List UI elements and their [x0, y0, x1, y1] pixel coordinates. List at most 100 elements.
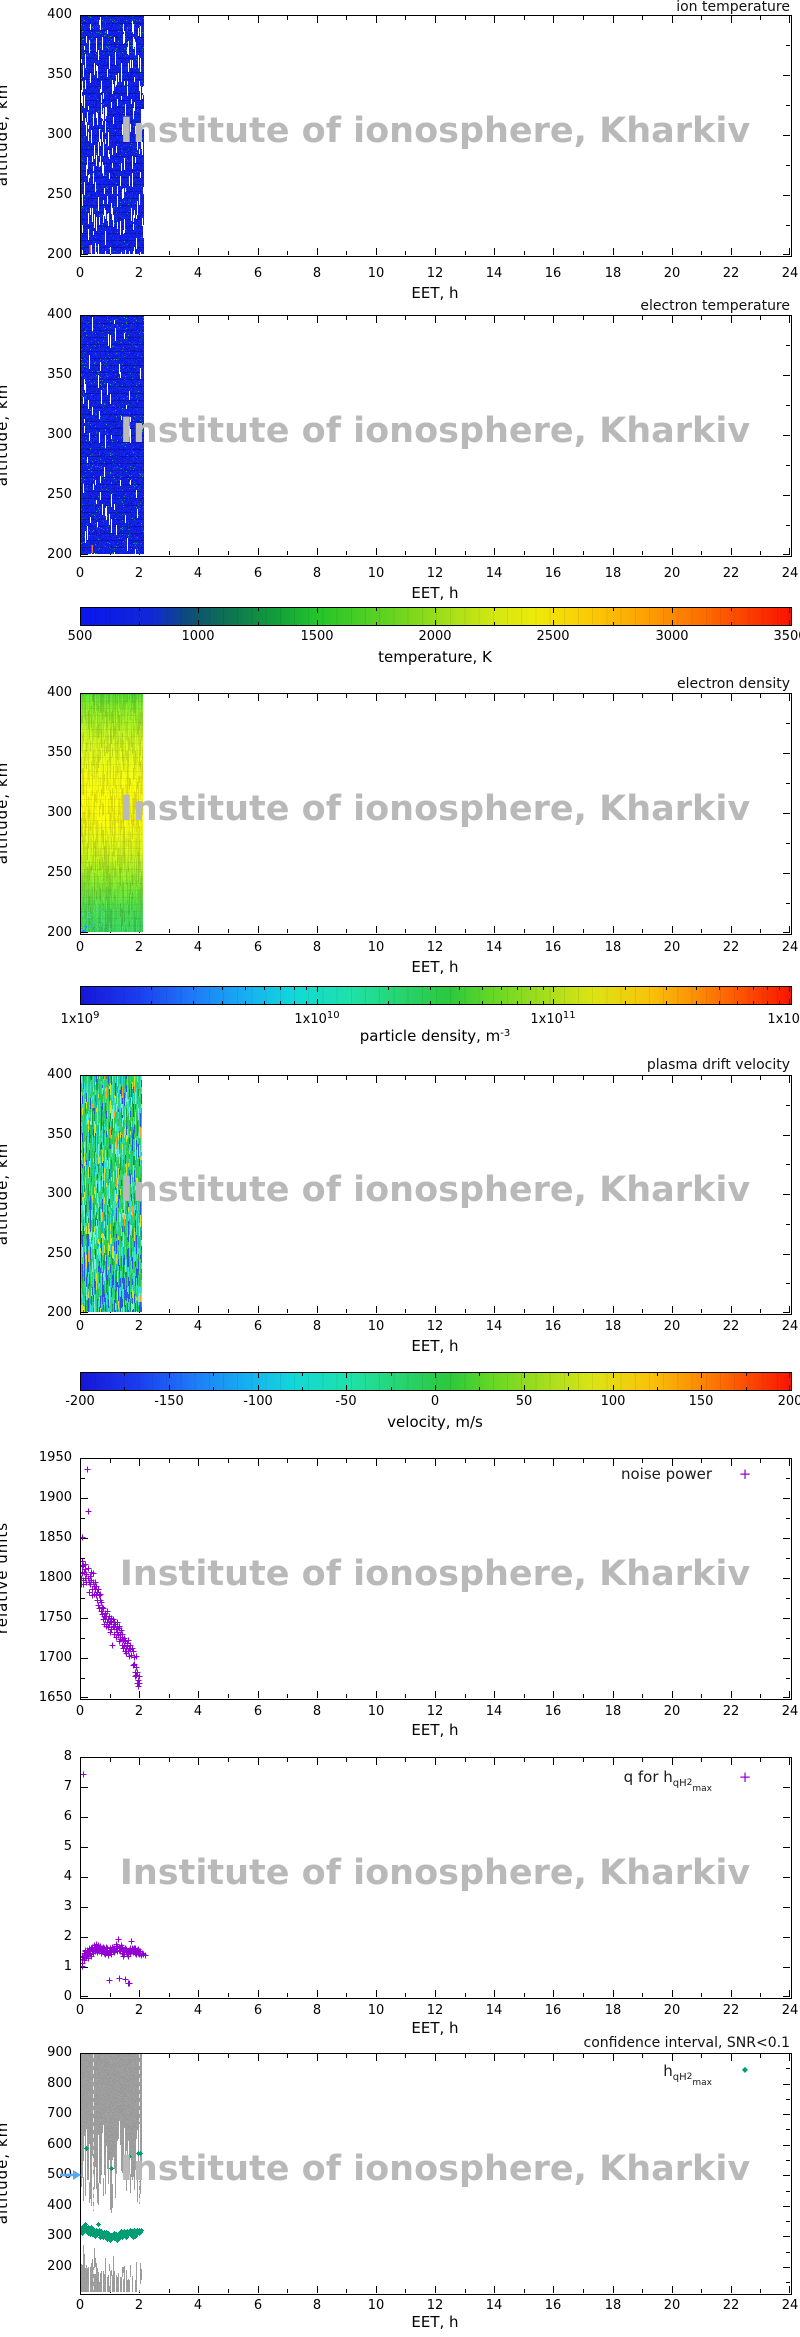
x-tick-label: 24 [781, 1704, 799, 1719]
colorbar-minor-tick-top [479, 1373, 480, 1376]
y-major-tick-left [81, 1996, 88, 1997]
plot-box [80, 693, 792, 935]
x-major-tick-bottom [789, 548, 790, 555]
colorbar-minor-tick-top [625, 987, 626, 990]
y-major-tick-right [783, 1194, 790, 1195]
colorbar-minor-tick-bottom [124, 1387, 125, 1390]
y-major-tick-right [783, 254, 790, 255]
x-tick-label: 16 [544, 266, 562, 281]
legend-sub-text: qH [672, 2072, 687, 2083]
x-major-tick-top [435, 316, 436, 323]
colorbar-minor-tick-top [294, 987, 295, 990]
y-major-tick-right [783, 375, 790, 376]
colorbar-minor-tick-top [482, 987, 483, 990]
x-minor-tick-top [287, 16, 288, 20]
x-tick-label: 2 [134, 940, 144, 955]
colorbar-minor-tick-bottom [530, 1001, 531, 1004]
colorbar-minor-tick-top [737, 987, 738, 990]
x-major-tick-top [731, 316, 732, 323]
colorbar-tick-mantissa: 1x10 [767, 1012, 800, 1027]
x-minor-tick-bottom [346, 1309, 347, 1313]
colorbar-major-tick-bottom [701, 1385, 702, 1390]
legend-marker-icon: + [738, 1465, 752, 1483]
colorbar-major-tick-top [789, 987, 790, 992]
colorbar-major-tick-bottom [672, 620, 673, 625]
colorbar-major-tick-bottom [553, 999, 554, 1004]
x-tick-label: 6 [253, 266, 263, 281]
y-major-tick-right [783, 1075, 790, 1076]
x-major-tick-top [553, 1076, 554, 1083]
y-tick-label: 500 [47, 2167, 72, 2182]
y-tick-label: 200 [47, 547, 72, 562]
x-major-tick-bottom [672, 1306, 673, 1313]
q-data-canvas [81, 1758, 789, 1996]
y-tick-label: 250 [47, 865, 72, 880]
x-tick-label: 24 [781, 940, 799, 955]
colorbar-major-tick-bottom [789, 999, 790, 1004]
x-minor-tick-bottom [524, 929, 525, 933]
x-major-tick-bottom [789, 1306, 790, 1313]
x-tick-label: 8 [312, 2003, 322, 2018]
x-minor-tick-top [524, 16, 525, 20]
x-major-tick-top [494, 316, 495, 323]
x-tick-label: 20 [663, 940, 681, 955]
y-minor-tick-right [786, 225, 790, 226]
colorbar-major-tick-bottom [258, 1385, 259, 1390]
x-minor-tick-top [169, 16, 170, 20]
y-major-tick-right [783, 495, 790, 496]
x-tick-label: 2 [134, 566, 144, 581]
y-tick-label: 2 [63, 1929, 72, 1944]
x-tick-label: 8 [312, 1319, 322, 1334]
x-tick-label: 14 [485, 940, 503, 955]
x-major-tick-top [198, 16, 199, 23]
colorbar-minor-tick-bottom [294, 1001, 295, 1004]
legend-sub2-text: max [692, 1784, 712, 1794]
colorbar-segment-lines [81, 1373, 791, 1390]
y-tick-label: 400 [47, 7, 72, 22]
x-major-tick-top [258, 694, 259, 701]
x-tick-label: 0 [75, 566, 85, 581]
legend-label-text: h [663, 2062, 673, 2080]
x-tick-label: 22 [722, 1319, 740, 1334]
x-major-tick-top [198, 694, 199, 701]
colorbar-minor-tick-top [151, 987, 152, 990]
x-major-tick-top [317, 316, 318, 323]
y-major-tick-right [783, 1254, 790, 1255]
x-tick-label: 8 [312, 266, 322, 281]
x-major-tick-top [789, 2054, 790, 2061]
colorbar-tick-label: 2500 [536, 629, 570, 644]
x-tick-label: 10 [367, 266, 385, 281]
colorbar-tick-exponent: 10 [326, 1010, 340, 1021]
x-minor-tick-top [642, 1076, 643, 1080]
colorbar-tick-mantissa: 1x10 [294, 1012, 327, 1027]
colorbar-minor-tick-top [306, 987, 307, 990]
y-major-tick-right [783, 1135, 790, 1136]
x-tick-label: 8 [312, 2298, 322, 2313]
colorbar-major-tick-top [169, 1373, 170, 1378]
x-tick-label: 16 [544, 566, 562, 581]
colorbar-major-tick-bottom [613, 1385, 614, 1390]
plasma drift velocity-data-canvas [81, 1076, 144, 1312]
colorbar-major-tick-bottom [80, 620, 81, 625]
colorbar-minor-tick-top [696, 987, 697, 990]
y-tick-label: 800 [47, 2076, 72, 2091]
x-major-tick-bottom [317, 548, 318, 555]
colorbar-caption-exponent: -3 [500, 1028, 511, 1039]
legend-sup-text: 2 [686, 1778, 693, 1788]
colorbar-tick-mantissa: 1x10 [60, 1012, 94, 1027]
colorbar-minor-tick-top [530, 987, 531, 990]
y-axis-label: altitude, km [0, 2121, 11, 2225]
x-major-tick-top [613, 694, 614, 701]
x-tick-label: 4 [193, 266, 203, 281]
x-minor-tick-top [760, 1076, 761, 1080]
colorbar-tick-label: -150 [154, 1394, 184, 1409]
panel-title: plasma drift velocity [646, 1057, 790, 1073]
x-major-tick-bottom [494, 248, 495, 255]
x-major-tick-bottom [435, 548, 436, 555]
x-major-tick-bottom [198, 548, 199, 555]
x-major-tick-top [672, 316, 673, 323]
x-major-tick-bottom [553, 548, 554, 555]
y-major-tick-right [783, 693, 790, 694]
x-minor-tick-top [405, 1076, 406, 1080]
y-tick-label: 400 [47, 685, 72, 700]
